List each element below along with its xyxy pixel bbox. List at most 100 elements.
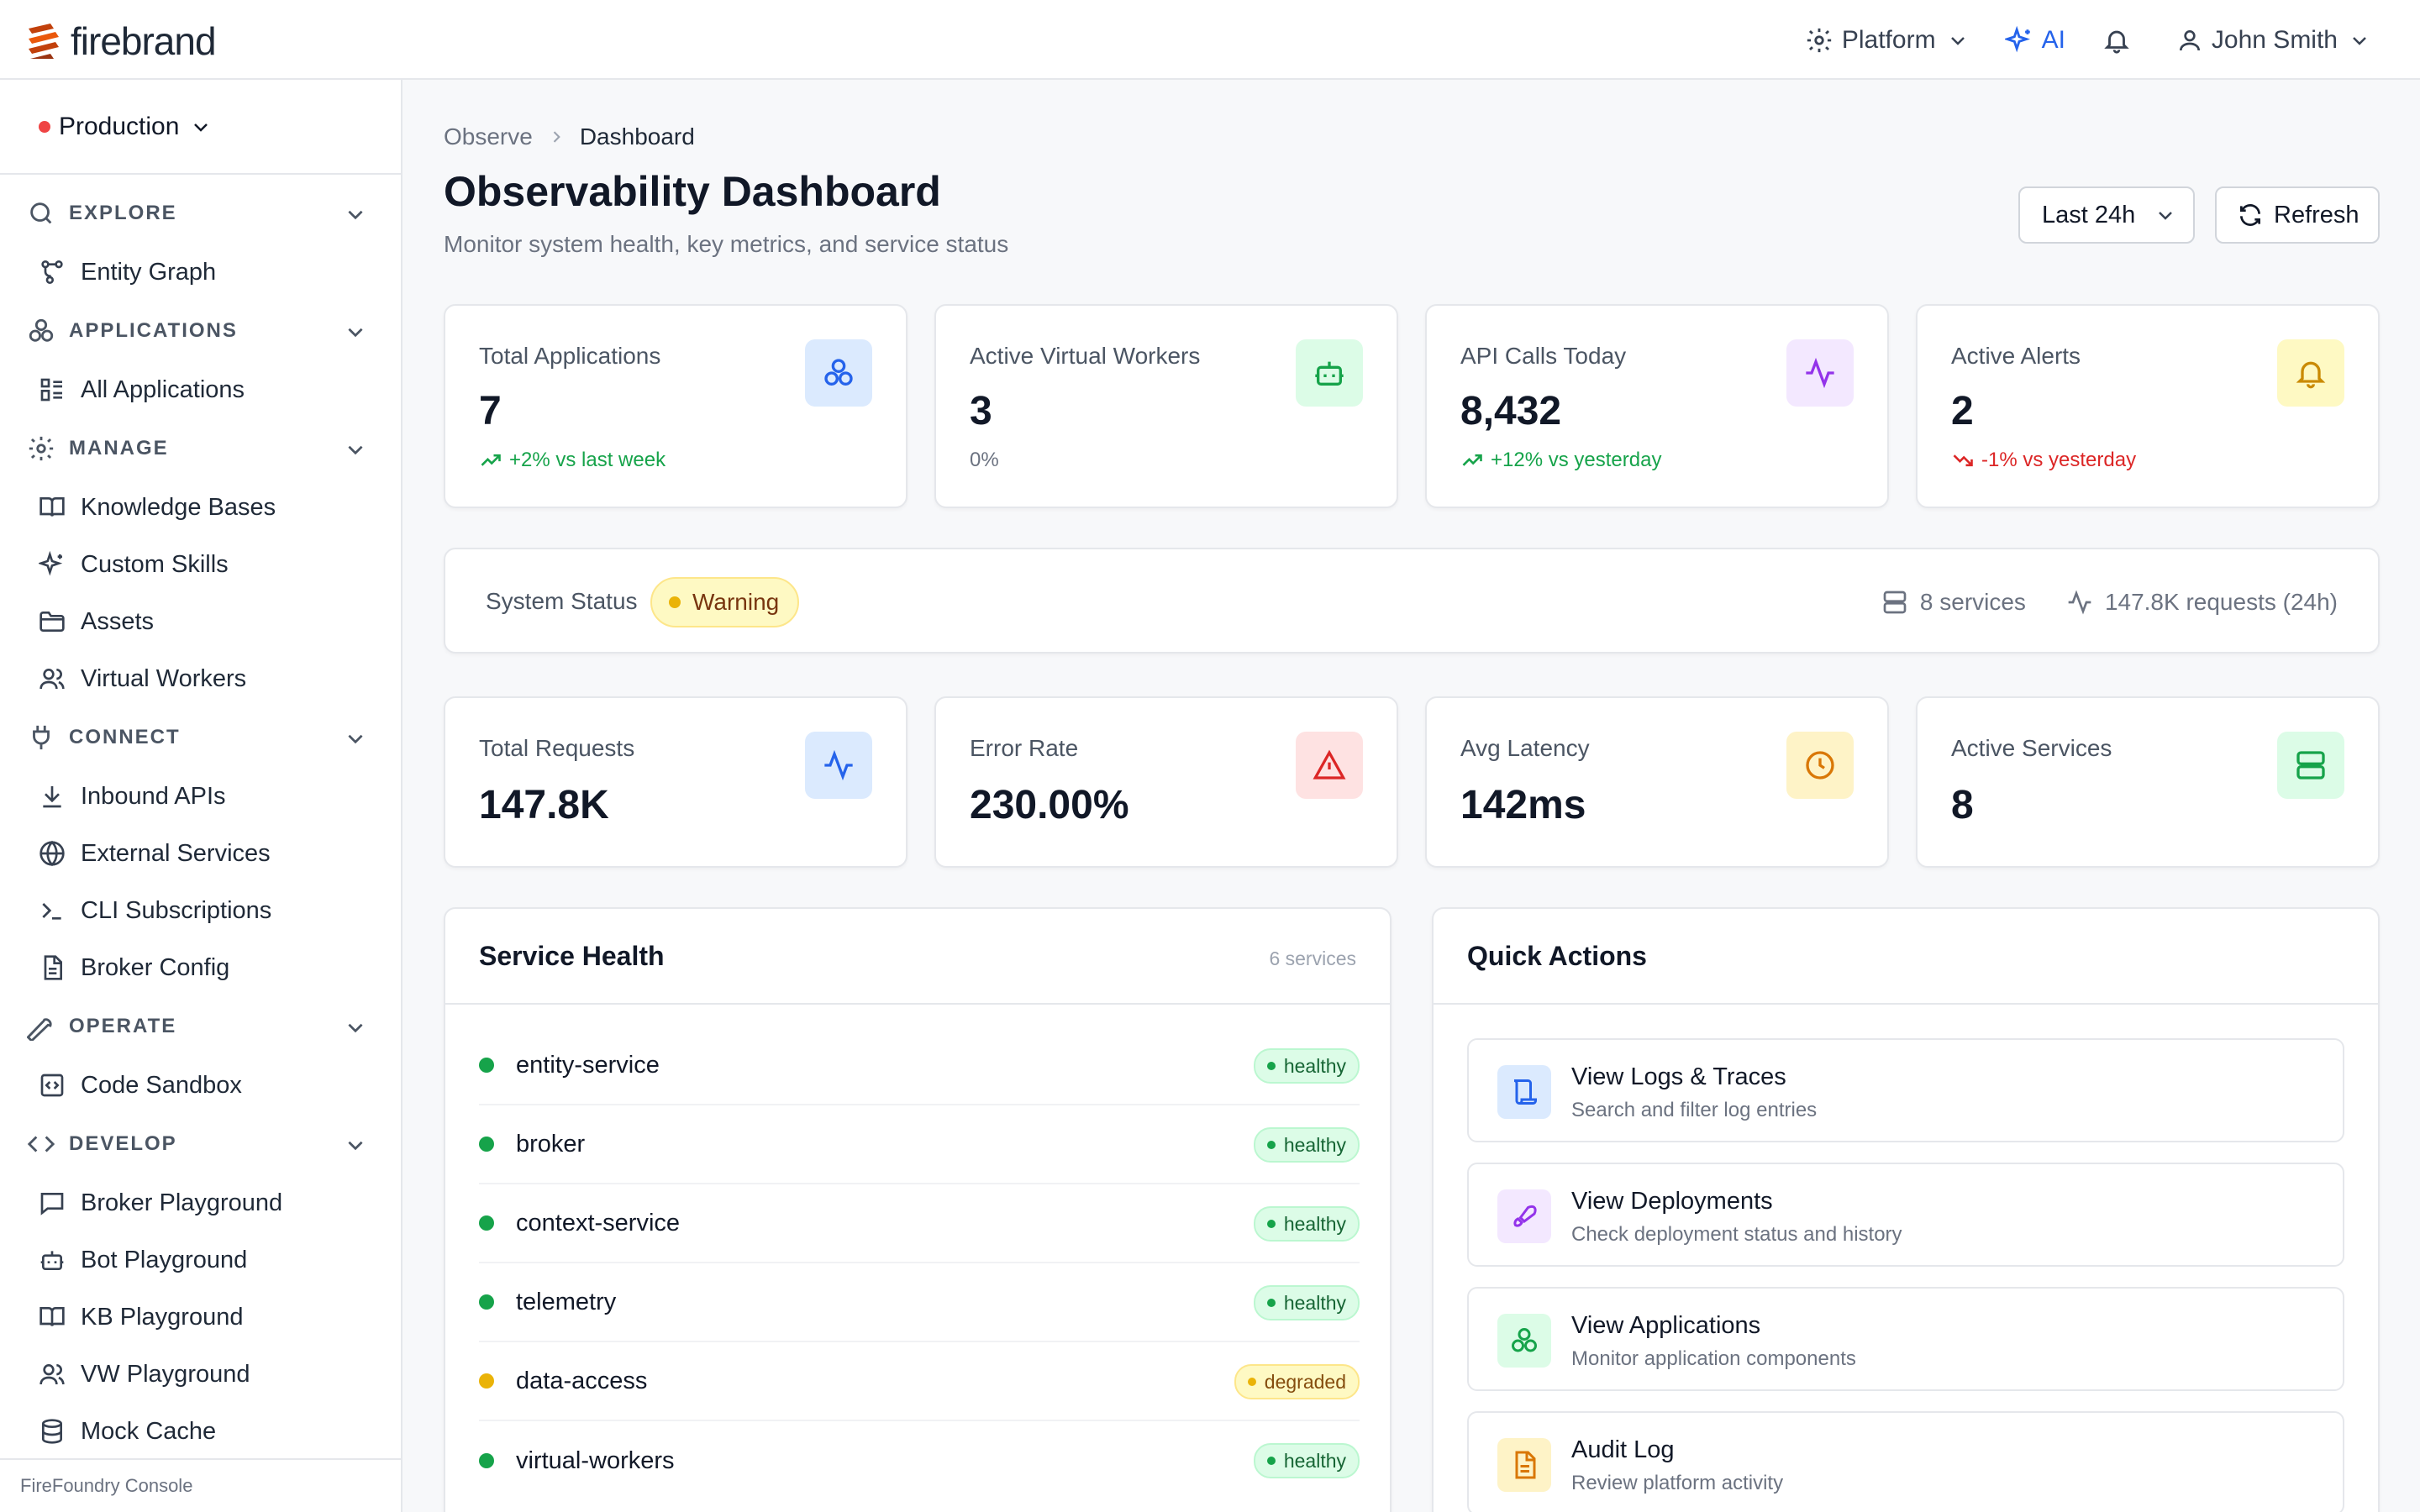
service-count: 6 services: [1269, 948, 1356, 969]
sidebar-item-virtual-workers[interactable]: Virtual Workers: [0, 650, 401, 707]
sidebar-item-mock-cache[interactable]: Mock Cache: [0, 1403, 401, 1460]
sidebar-item-label: External Services: [81, 839, 271, 867]
stat-icon-box: [1786, 732, 1854, 799]
sidebar-section-develop[interactable]: DEVELOP: [0, 1114, 401, 1174]
environment-selector[interactable]: Production: [0, 80, 401, 175]
stat-value: 3: [970, 389, 992, 433]
qa-icon-box: [1497, 1065, 1551, 1119]
system-status-label: System Status: [486, 588, 638, 614]
sidebar-item-bot-playground[interactable]: Bot Playground: [0, 1231, 401, 1289]
stat-trend: +2% vs last week: [479, 449, 666, 472]
refresh-icon: [2240, 204, 2260, 226]
user-menu[interactable]: John Smith: [2176, 26, 2370, 55]
platform-menu[interactable]: Platform: [1805, 26, 1968, 55]
service-row[interactable]: data-access degraded: [479, 1342, 1360, 1421]
service-row[interactable]: context-service healthy: [479, 1184, 1360, 1263]
stat-icon-box: [805, 732, 872, 799]
stat-icon-box: [1786, 339, 1854, 407]
quick-action-audit-log[interactable]: Audit Log Review platform activity: [1467, 1411, 2344, 1512]
sidebar-item-custom-skills[interactable]: Custom Skills: [0, 536, 401, 593]
users-icon: [39, 669, 65, 690]
message-square-icon: [40, 1193, 64, 1215]
service-name: virtual-workers: [516, 1446, 675, 1474]
server-icon: [1883, 591, 1907, 614]
user-icon: [2179, 29, 2200, 50]
stat-card-avg-latency: Avg Latency 142ms: [1425, 696, 1889, 868]
chevron-down-icon: [348, 445, 363, 455]
sidebar-item-broker-playground[interactable]: Broker Playground: [0, 1174, 401, 1231]
bell-icon: [2104, 30, 2129, 54]
chevron-down-icon: [348, 1141, 363, 1151]
stat-label: Active Services: [1951, 735, 2112, 761]
apps-icon: [1512, 1328, 1537, 1352]
panel-title: Quick Actions: [1467, 941, 1647, 971]
breadcrumb: Observe Dashboard: [444, 123, 695, 150]
ai-button[interactable]: AI: [2004, 25, 2065, 55]
sparkles-icon: [39, 551, 63, 576]
time-range-select[interactable]: Last 24h: [2018, 186, 2195, 244]
brand-name: firebrand: [71, 19, 217, 63]
sparkles-icon: [2004, 25, 2030, 52]
breadcrumb-parent[interactable]: Observe: [444, 123, 533, 150]
platform-label: Platform: [1841, 25, 1936, 54]
sidebar-section-connect[interactable]: CONNECT: [0, 707, 401, 768]
stat-value: 2: [1951, 389, 1974, 433]
folder-icon: [39, 612, 65, 632]
sidebar-item-all-applications[interactable]: All Applications: [0, 361, 401, 418]
service-row[interactable]: broker healthy: [479, 1105, 1360, 1184]
quick-action-view-deployments[interactable]: View Deployments Check deployment status…: [1467, 1163, 2344, 1267]
sidebar-section-operate[interactable]: OPERATE: [0, 996, 401, 1057]
alert-triangle-icon: [1313, 749, 1346, 780]
sidebar-item-cli-subscriptions[interactable]: CLI Subscriptions: [0, 882, 401, 939]
sidebar-section-explore[interactable]: EXPLORE: [0, 183, 401, 244]
sidebar-item-assets[interactable]: Assets: [0, 593, 401, 650]
status-badge: degraded: [1234, 1364, 1360, 1399]
stat-trend: +12% vs yesterday: [1460, 449, 1661, 472]
status-badge: healthy: [1253, 1206, 1360, 1242]
sidebar-section-applications[interactable]: APPLICATIONS: [0, 301, 401, 361]
sidebar-item-code-sandbox[interactable]: Code Sandbox: [0, 1057, 401, 1114]
trending-up-icon: [481, 454, 501, 466]
service-name: entity-service: [516, 1051, 660, 1079]
sidebar-item-entity-graph[interactable]: Entity Graph: [0, 244, 401, 301]
sidebar-item-inbound-apis[interactable]: Inbound APIs: [0, 768, 401, 825]
section-label: OPERATE: [69, 1015, 177, 1037]
status-badge: healthy: [1253, 1127, 1360, 1163]
service-name: broker: [516, 1130, 586, 1158]
search-icon: [30, 202, 52, 224]
qa-icon-box: [1497, 1314, 1551, 1368]
page-subtitle: Monitor system health, key metrics, and …: [444, 231, 1009, 257]
quick-action-title: View Deployments: [1571, 1188, 1773, 1215]
sidebar-item-knowledge-bases[interactable]: Knowledge Bases: [0, 479, 401, 536]
brand-logo[interactable]: firebrand: [25, 18, 217, 64]
sidebar-item-label: KB Playground: [81, 1303, 244, 1331]
sidebar-item-broker-config[interactable]: Broker Config: [0, 939, 401, 996]
status-badge: healthy: [1253, 1285, 1360, 1320]
stat-trend-text: +2% vs last week: [509, 449, 666, 471]
quick-action-view-applications[interactable]: View Applications Monitor application co…: [1467, 1287, 2344, 1391]
sidebar-section-manage[interactable]: MANAGE: [0, 418, 401, 479]
quick-action-view-logs[interactable]: View Logs & Traces Search and filter log…: [1467, 1038, 2344, 1142]
service-row[interactable]: entity-service healthy: [479, 1026, 1360, 1105]
stat-value: 142ms: [1460, 783, 1586, 827]
sidebar-item-external-services[interactable]: External Services: [0, 825, 401, 882]
service-row[interactable]: telemetry healthy: [479, 1263, 1360, 1342]
sidebar-item-kb-playground[interactable]: KB Playground: [0, 1289, 401, 1346]
stat-label: Active Alerts: [1951, 343, 2081, 369]
stat-card-active-alerts: Active Alerts 2 -1% vs yesterday: [1916, 304, 2380, 508]
stat-label: Total Requests: [479, 735, 635, 761]
service-row[interactable]: virtual-workers healthy: [479, 1421, 1360, 1500]
stat-value: 8,432: [1460, 389, 1562, 433]
warning-dot: [669, 596, 681, 608]
stat-icon-box: [1296, 732, 1363, 799]
trending-down-icon: [1953, 454, 1973, 467]
sidebar-item-vw-playground[interactable]: VW Playground: [0, 1346, 401, 1403]
section-label: APPLICATIONS: [69, 319, 238, 342]
refresh-button[interactable]: Refresh: [2215, 186, 2380, 244]
apps-icon: [29, 318, 54, 342]
book-icon: [39, 497, 65, 517]
sidebar-item-label: Bot Playground: [81, 1246, 248, 1273]
qa-icon-box: [1497, 1189, 1551, 1243]
notifications-button[interactable]: [2102, 26, 2139, 55]
clock-icon: [1806, 751, 1834, 780]
